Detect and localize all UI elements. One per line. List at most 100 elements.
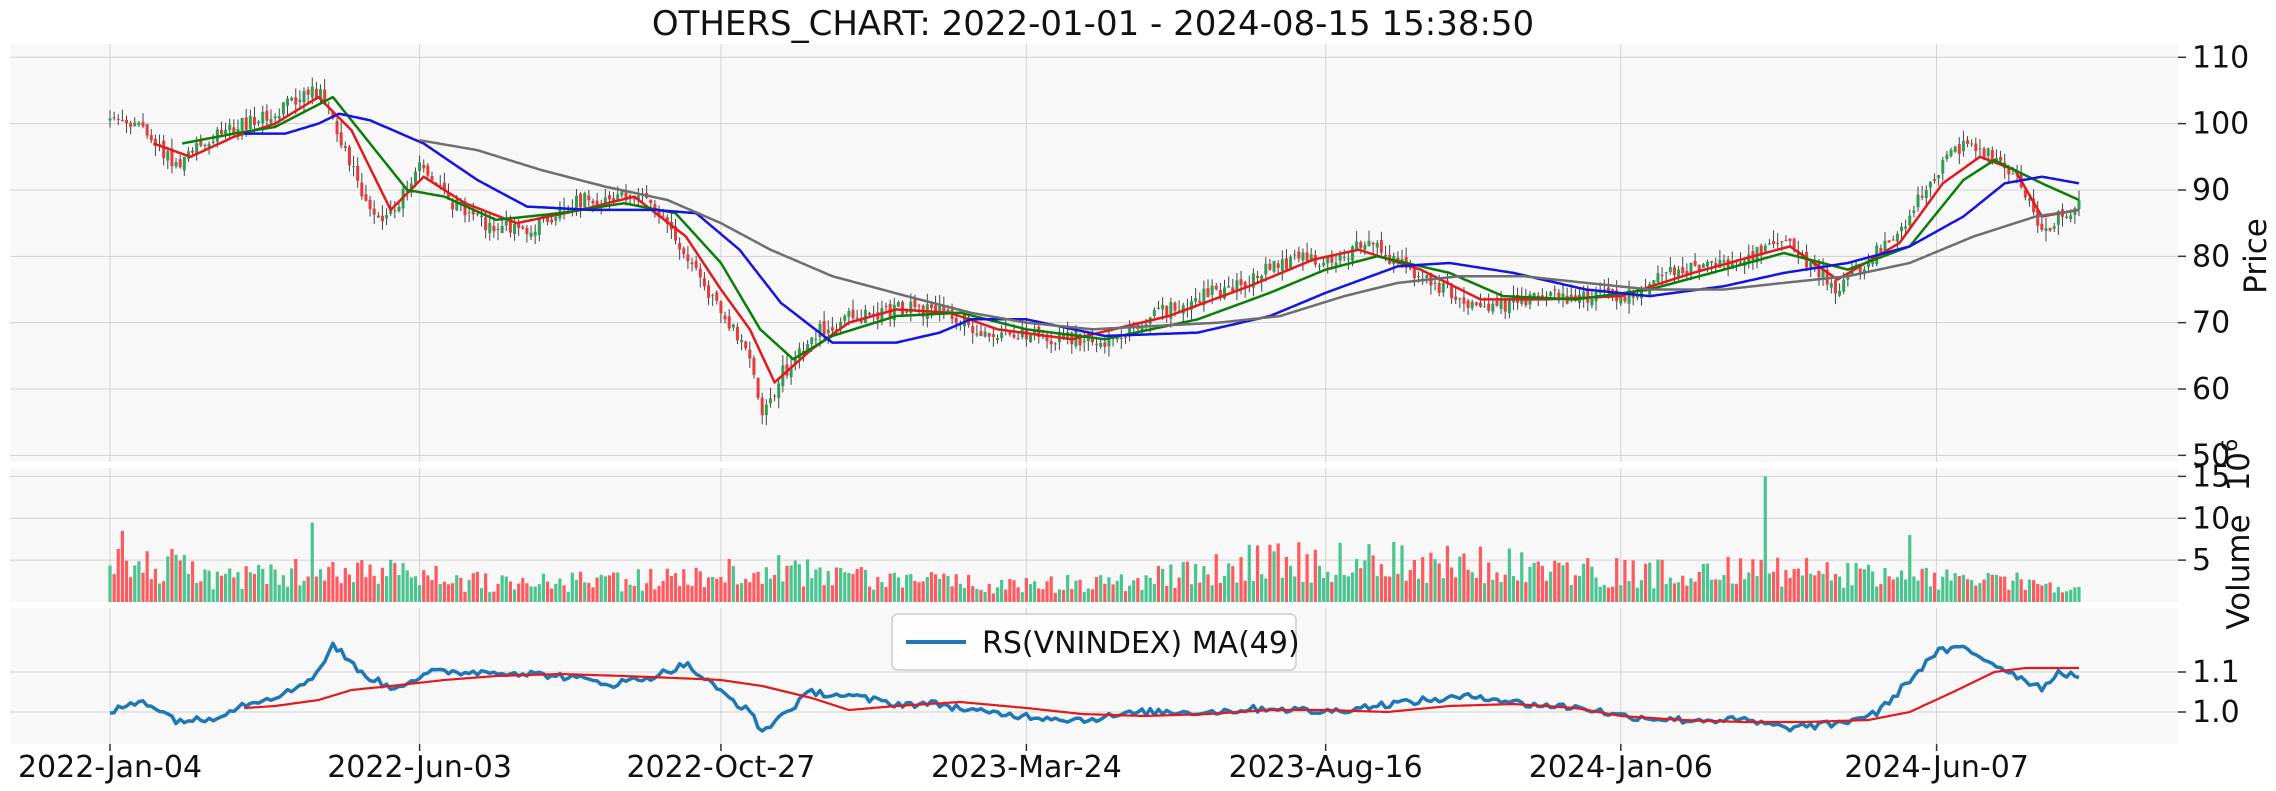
volume-bar-up bbox=[566, 591, 570, 602]
volume-bar-down bbox=[719, 576, 723, 602]
volume-bar-down bbox=[1738, 558, 1743, 602]
volume-bar-down bbox=[1759, 559, 1763, 602]
volume-bar-down bbox=[682, 569, 686, 602]
candle-down bbox=[1891, 239, 1895, 241]
candle-down bbox=[773, 395, 777, 397]
volume-bar-up bbox=[789, 565, 793, 602]
volume-bar-down bbox=[1631, 560, 1635, 602]
candle-up bbox=[1916, 194, 1920, 208]
volume-bar-down bbox=[442, 581, 446, 602]
candle-up bbox=[203, 144, 207, 146]
candle-up bbox=[1202, 288, 1206, 306]
volume-bar-up bbox=[137, 561, 141, 602]
candle-down bbox=[112, 117, 116, 119]
volume-bar-up bbox=[1904, 579, 1908, 602]
candle-down bbox=[694, 260, 698, 268]
volume-bar-up bbox=[1363, 560, 1367, 602]
volume-bar-down bbox=[1421, 557, 1425, 602]
volume-bar-up bbox=[269, 564, 273, 602]
candle-down bbox=[1379, 240, 1383, 253]
candle-down bbox=[372, 208, 376, 215]
candle-down bbox=[1466, 300, 1470, 308]
volume-bar-down bbox=[1008, 578, 1012, 602]
volume-bar-up bbox=[1908, 535, 1912, 602]
volume-bar-down bbox=[525, 583, 529, 602]
candle-down bbox=[149, 134, 153, 141]
candle-up bbox=[418, 162, 422, 172]
volume-bar-up bbox=[1346, 576, 1350, 602]
volume-bar-down bbox=[2031, 580, 2036, 602]
volume-bar-down bbox=[612, 572, 616, 602]
volume-bar-up bbox=[636, 569, 640, 602]
volume-bar-down bbox=[698, 571, 702, 602]
volume-bar-up bbox=[843, 572, 847, 602]
candle-up bbox=[946, 309, 950, 313]
candle-up bbox=[1829, 283, 1833, 288]
candle-up bbox=[1924, 190, 1928, 199]
candle-down bbox=[653, 203, 657, 209]
volume-bar-up bbox=[1057, 589, 1062, 602]
volume-bar-up bbox=[1829, 580, 1833, 602]
volume-bar-down bbox=[145, 551, 149, 602]
candle-down bbox=[116, 118, 120, 120]
candle-up bbox=[1730, 261, 1734, 269]
volume-bar-up bbox=[583, 582, 587, 602]
volume-bar-down bbox=[1825, 562, 1829, 602]
volume-bar-up bbox=[1639, 580, 1644, 602]
candle-up bbox=[248, 115, 252, 129]
volume-bar-down bbox=[1784, 570, 1788, 602]
candle-down bbox=[1359, 242, 1363, 248]
candle-down bbox=[1474, 302, 1478, 306]
candle-up bbox=[983, 331, 987, 337]
price-y-ticks: 50 60 70 80 90 100 110 bbox=[2178, 40, 2249, 473]
volume-bar-up bbox=[1598, 586, 1602, 602]
volume-bar-up bbox=[1850, 585, 1854, 602]
price-tick-label: 110 bbox=[2192, 40, 2249, 75]
volume-bar-up bbox=[1247, 544, 1251, 602]
candle-down bbox=[744, 341, 748, 349]
candle-down bbox=[496, 228, 500, 230]
candle-down bbox=[835, 329, 839, 331]
candle-down bbox=[595, 200, 599, 206]
volume-bar-up bbox=[1627, 581, 1631, 602]
volume-bar-down bbox=[199, 581, 203, 602]
volume-bar-down bbox=[2003, 576, 2007, 602]
candle-up bbox=[764, 404, 768, 416]
volume-bar-down bbox=[1685, 585, 1689, 602]
volume-bar-down bbox=[578, 571, 583, 602]
rs-legend-label: RS(VNINDEX) MA(49) bbox=[982, 626, 1300, 661]
volume-bar-up bbox=[1532, 562, 1536, 602]
candle-up bbox=[1169, 302, 1173, 319]
volume-bar-up bbox=[401, 562, 405, 602]
volume-bar-up bbox=[711, 576, 715, 602]
volume-bar-down bbox=[1379, 564, 1383, 602]
volume-bar-down bbox=[1276, 543, 1280, 602]
candle-up bbox=[1978, 148, 1982, 150]
candle-up bbox=[1908, 215, 1912, 226]
candle-up bbox=[273, 116, 277, 119]
volume-bar-down bbox=[979, 590, 983, 602]
volume-bar-up bbox=[537, 584, 541, 602]
candle-down bbox=[364, 194, 368, 201]
candle-up bbox=[1338, 255, 1342, 261]
candle-down bbox=[2040, 223, 2044, 230]
volume-bar-up bbox=[1127, 585, 1132, 602]
volume-bar-down bbox=[1404, 580, 1408, 602]
candle-up bbox=[1780, 241, 1784, 243]
volume-bar-down bbox=[265, 584, 269, 602]
volume-bar-up bbox=[1425, 582, 1429, 602]
volume-bar-up bbox=[1561, 565, 1565, 602]
candle-down bbox=[851, 309, 855, 319]
volume-bar-up bbox=[376, 583, 380, 602]
candle-down bbox=[1305, 252, 1309, 261]
volume-bar-up bbox=[211, 589, 215, 602]
volume-bar-up bbox=[1000, 579, 1004, 602]
volume-bar-up bbox=[1507, 548, 1511, 602]
candle-up bbox=[1767, 243, 1771, 245]
volume-bar-down bbox=[950, 586, 954, 602]
volume-bar-up bbox=[839, 567, 843, 602]
volume-bar-down bbox=[1804, 558, 1809, 602]
volume-bar-up bbox=[2073, 587, 2077, 602]
candle-down bbox=[484, 217, 488, 231]
candle-down bbox=[191, 150, 195, 153]
